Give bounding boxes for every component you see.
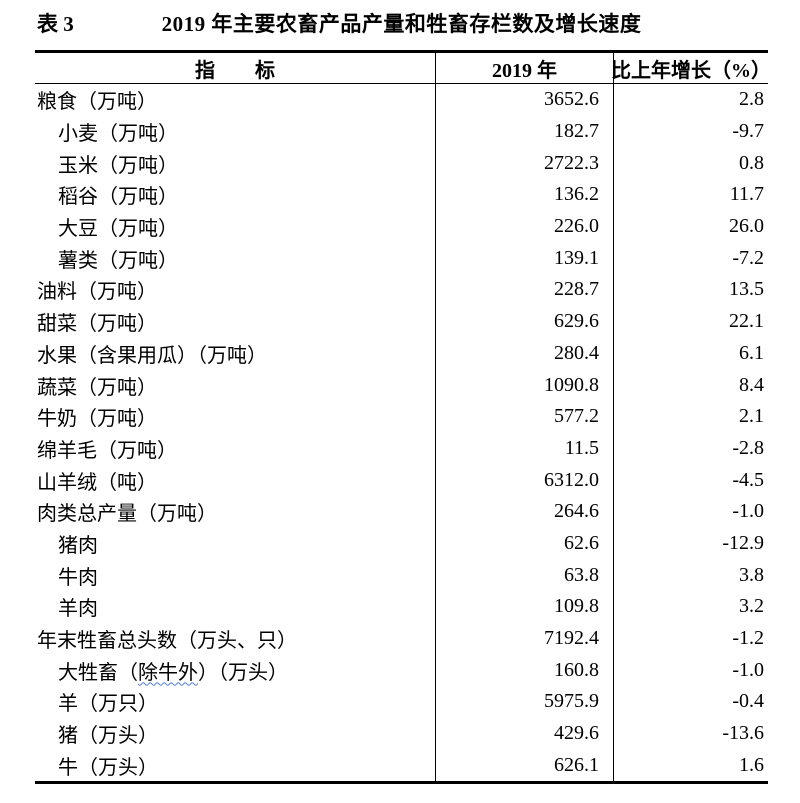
indicator-cell: 肉类总产量（万吨） [37,503,217,526]
growth-cell: -7.2 [613,242,768,275]
indicator-cell: 甜菜（万吨） [37,313,157,336]
table-row: 粮食（万吨） 3652.6 2.8 [35,84,768,116]
value-2019-cell: 160.8 [435,654,613,687]
indicator-cell: 玉米（万吨） [58,154,178,177]
table-header-row: 指 标 2019 年 比上年增长（%） [35,53,771,84]
growth-cell: -13.6 [613,717,768,750]
table-row: 大牲畜（ 除牛外 ）（万头） 160.8 -1.0 [35,654,768,687]
growth-cell: 3.2 [613,591,768,623]
indicator-cell: 大豆（万吨） [58,218,178,241]
growth-cell: -12.9 [613,527,768,560]
stat-table: 指 标 2019 年 比上年增长（%） 粮食（万吨） 3652.6 2.8 小麦… [35,50,771,784]
table-row: 油料（万吨） 228.7 13.5 [35,274,768,306]
value-2019-cell: 62.6 [435,527,613,560]
growth-cell: -9.7 [613,115,768,148]
growth-cell: -1.0 [613,495,768,528]
value-2019-cell: 2722.3 [435,147,613,180]
value-2019-cell: 182.7 [435,115,613,148]
spellcheck-squiggle: 除牛外 [138,661,198,684]
table-row: 牛奶（万吨） 577.2 2.1 [35,400,768,433]
table-row: 稻谷（万吨） 136.2 11.7 [35,179,768,211]
table-row: 小麦（万吨） 182.7 -9.7 [35,115,768,148]
growth-cell: 8.4 [613,369,768,401]
growth-cell: 6.1 [613,337,768,370]
value-2019-cell: 629.6 [435,305,613,338]
indicator-cell: 猪（万头） [58,725,158,748]
growth-cell: 2.8 [613,84,768,116]
value-2019-cell: 6312.0 [435,464,613,496]
table-row: 肉类总产量（万吨） 264.6 -1.0 [35,495,768,528]
indicator-cell: 大牲畜（ 除牛外 ）（万头） [35,654,435,686]
growth-cell: -2.8 [613,432,768,465]
table-row: 年末牲畜总头数（万头、只） 7192.4 -1.2 [35,622,768,655]
table-row: 羊（万只） 5975.9 -0.4 [35,686,768,718]
table-row: 绵羊毛（万吨） 11.5 -2.8 [35,432,768,465]
header-cell-year-2019: 2019 年 [435,53,613,83]
value-2019-cell: 280.4 [435,337,613,370]
indicator-cell: 小麦（万吨） [58,123,178,146]
growth-cell: 13.5 [613,274,768,306]
growth-cell: 0.8 [613,147,768,180]
growth-cell: -4.5 [613,464,768,496]
table-row: 牛肉 63.8 3.8 [35,559,768,591]
growth-cell: 11.7 [613,179,768,211]
indicator-cell: 蔬菜（万吨） [37,376,157,399]
growth-cell: -1.2 [613,622,768,655]
value-2019-cell: 139.1 [435,242,613,275]
table-row: 羊肉 109.8 3.2 [35,591,768,623]
table-row: 蔬菜（万吨） 1090.8 8.4 [35,369,768,401]
indicator-cell: 年末牲畜总头数（万头、只） [37,630,297,653]
indicator-cell: 猪肉 [58,534,98,557]
value-2019-cell: 228.7 [435,274,613,306]
growth-cell: 22.1 [613,305,768,338]
table-row: 水果（含果用瓜）（万吨） 280.4 6.1 [35,337,768,370]
table-row: 山羊绒（吨） 6312.0 -4.5 [35,464,768,496]
indicator-cell: 水果（含果用瓜）（万吨） [37,344,267,367]
table-row: 猪（万头） 429.6 -13.6 [35,717,768,750]
table-row: 大豆（万吨） 226.0 26.0 [35,210,768,243]
indicator-cell: 牛奶（万吨） [37,408,157,431]
value-2019-cell: 7192.4 [435,622,613,655]
table-row: 薯类（万吨） 139.1 -7.2 [35,242,768,275]
value-2019-cell: 136.2 [435,179,613,211]
indicator-cell: 薯类（万吨） [58,249,178,272]
growth-cell: 26.0 [613,210,768,243]
table-row: 玉米（万吨） 2722.3 0.8 [35,147,768,180]
indicator-cell: 羊（万只） [58,693,158,716]
value-2019-cell: 577.2 [435,400,613,433]
indicator-cell: 牛肉 [58,566,98,589]
value-2019-cell: 226.0 [435,210,613,243]
growth-cell: -1.0 [613,654,768,687]
indicator-cell: 绵羊毛（万吨） [37,439,177,462]
table-row: 牛（万头） 626.1 1.6 [35,749,768,782]
growth-cell: -0.4 [613,686,768,718]
header-cell-growth: 比上年增长（%） [611,53,771,83]
value-2019-cell: 429.6 [435,717,613,750]
indicator-cell: 稻谷（万吨） [58,186,178,209]
value-2019-cell: 3652.6 [435,84,613,116]
growth-cell: 2.1 [613,400,768,433]
value-2019-cell: 626.1 [435,749,613,782]
indicator-cell: 羊肉 [58,598,98,621]
value-2019-cell: 1090.8 [435,369,613,401]
growth-cell: 3.8 [613,559,768,591]
value-2019-cell: 5975.9 [435,686,613,718]
table-row: 猪肉 62.6 -12.9 [35,527,768,560]
indicator-cell: 山羊绒（吨） [37,471,157,494]
table-row: 甜菜（万吨） 629.6 22.1 [35,305,768,338]
header-cell-indicator: 指 标 [195,59,275,82]
indicator-cell: 牛（万头） [58,756,158,779]
indicator-cell: 粮食（万吨） [37,91,157,114]
value-2019-cell: 63.8 [435,559,613,591]
indicator-cell: 油料（万吨） [37,281,157,304]
table-caption: 表 3 2019 年主要农畜产品产量和牲畜存栏数及增长速度 [35,6,768,42]
table-caption-label: 表 3 [37,12,74,36]
table-title: 2019 年主要农畜产品产量和牲畜存栏数及增长速度 [161,12,642,36]
value-2019-cell: 264.6 [435,495,613,528]
value-2019-cell: 11.5 [435,432,613,465]
table-body: 粮食（万吨） 3652.6 2.8 小麦（万吨） 182.7 -9.7 玉米（万… [35,84,768,782]
growth-cell: 1.6 [613,749,768,782]
value-2019-cell: 109.8 [435,591,613,623]
